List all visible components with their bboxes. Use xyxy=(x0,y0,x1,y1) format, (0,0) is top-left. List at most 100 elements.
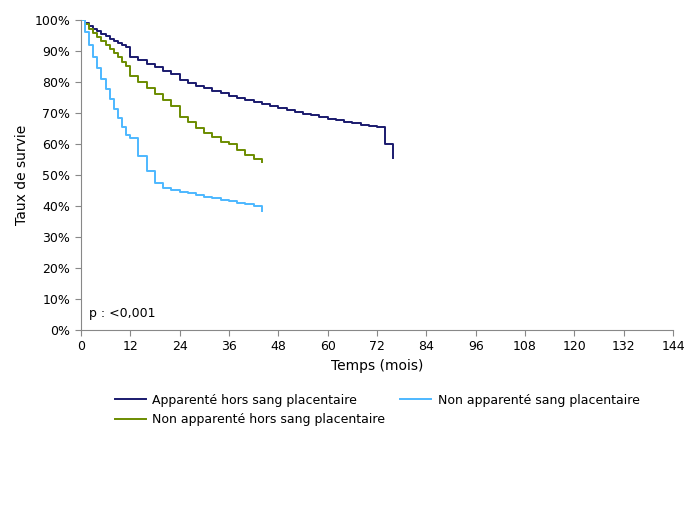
Line: Apparenté hors sang placentaire: Apparenté hors sang placentaire xyxy=(80,20,393,158)
Non apparenté hors sang placentaire xyxy=(76,17,85,23)
Non apparenté hors sang placentaire xyxy=(143,85,151,91)
Apparenté hors sang placentaire xyxy=(315,114,323,120)
Non apparenté sang placentaire xyxy=(150,180,159,186)
Non apparenté sang placentaire xyxy=(93,65,102,71)
Apparenté hors sang placentaire xyxy=(274,105,283,111)
Non apparenté hors sang placentaire xyxy=(150,91,159,97)
Apparenté hors sang placentaire xyxy=(389,155,398,161)
Non apparenté hors sang placentaire xyxy=(97,38,106,44)
Apparenté hors sang placentaire xyxy=(113,40,122,46)
Non apparenté sang placentaire xyxy=(233,200,242,206)
Non apparenté sang placentaire xyxy=(167,186,176,193)
Non apparenté sang placentaire xyxy=(134,153,143,160)
Non apparenté sang placentaire xyxy=(97,76,106,82)
Apparenté hors sang placentaire xyxy=(93,28,102,35)
Non apparenté hors sang placentaire xyxy=(106,46,114,52)
Apparenté hors sang placentaire xyxy=(307,112,316,119)
Non apparenté hors sang placentaire xyxy=(192,124,200,131)
Non apparenté hors sang placentaire xyxy=(118,58,126,65)
Apparenté hors sang placentaire xyxy=(225,93,233,99)
Non apparenté sang placentaire xyxy=(122,131,130,138)
Non apparenté sang placentaire xyxy=(200,193,209,200)
Non apparenté sang placentaire xyxy=(126,135,134,141)
Non apparenté sang placentaire xyxy=(159,185,167,191)
Non apparenté hors sang placentaire xyxy=(134,79,143,85)
Non apparenté sang placentaire xyxy=(183,191,192,197)
Non apparenté hors sang placentaire xyxy=(249,155,258,162)
Apparenté hors sang placentaire xyxy=(118,42,126,48)
Non apparenté sang placentaire xyxy=(89,54,97,60)
Non apparenté hors sang placentaire xyxy=(200,130,209,136)
Apparenté hors sang placentaire xyxy=(80,20,89,26)
Apparenté hors sang placentaire xyxy=(241,97,250,103)
Apparenté hors sang placentaire xyxy=(143,61,151,67)
Non apparenté hors sang placentaire xyxy=(233,147,242,153)
Non apparenté hors sang placentaire xyxy=(80,21,89,27)
Non apparenté sang placentaire xyxy=(110,106,118,112)
Apparenté hors sang placentaire xyxy=(176,77,184,83)
Apparenté hors sang placentaire xyxy=(106,36,114,42)
Apparenté hors sang placentaire xyxy=(258,101,266,108)
Apparenté hors sang placentaire xyxy=(323,116,332,122)
Non apparenté sang placentaire xyxy=(241,201,250,207)
Non apparenté sang placentaire xyxy=(192,192,200,198)
Apparenté hors sang placentaire xyxy=(373,124,382,131)
Non apparenté hors sang placentaire xyxy=(241,152,250,158)
Non apparenté sang placentaire xyxy=(80,29,89,36)
Non apparenté hors sang placentaire xyxy=(183,119,192,125)
Non apparenté hors sang placentaire xyxy=(85,26,93,32)
Apparenté hors sang placentaire xyxy=(183,80,192,86)
Apparenté hors sang placentaire xyxy=(365,123,373,129)
Apparenté hors sang placentaire xyxy=(233,95,242,101)
Non apparenté sang placentaire xyxy=(113,115,122,121)
Apparenté hors sang placentaire xyxy=(249,99,258,106)
Apparenté hors sang placentaire xyxy=(192,82,200,89)
Apparenté hors sang placentaire xyxy=(76,17,85,23)
Apparenté hors sang placentaire xyxy=(216,90,225,96)
Line: Non apparenté hors sang placentaire: Non apparenté hors sang placentaire xyxy=(80,20,262,163)
Apparenté hors sang placentaire xyxy=(159,68,167,74)
Non apparenté hors sang placentaire xyxy=(122,62,130,69)
Non apparenté sang placentaire xyxy=(85,41,93,48)
Non apparenté hors sang placentaire xyxy=(93,34,102,40)
Apparenté hors sang placentaire xyxy=(290,109,299,115)
Non apparenté sang placentaire xyxy=(76,17,85,23)
Non apparenté hors sang placentaire xyxy=(89,29,97,36)
Non apparenté hors sang placentaire xyxy=(102,42,110,48)
Apparenté hors sang placentaire xyxy=(348,120,356,127)
Apparenté hors sang placentaire xyxy=(167,71,176,77)
Apparenté hors sang placentaire xyxy=(89,26,97,32)
Non apparenté sang placentaire xyxy=(118,123,126,130)
Non apparenté sang placentaire xyxy=(209,195,217,201)
Apparenté hors sang placentaire xyxy=(85,23,93,29)
Legend: Apparenté hors sang placentaire, Non apparenté hors sang placentaire, Non appare: Apparenté hors sang placentaire, Non app… xyxy=(110,388,645,431)
Non apparenté hors sang placentaire xyxy=(110,50,118,57)
Apparenté hors sang placentaire xyxy=(299,111,307,117)
Apparenté hors sang placentaire xyxy=(134,57,143,64)
Apparenté hors sang placentaire xyxy=(102,33,110,39)
Non apparenté hors sang placentaire xyxy=(216,139,225,145)
Non apparenté sang placentaire xyxy=(143,167,151,174)
Text: p : <0,001: p : <0,001 xyxy=(89,308,155,320)
Apparenté hors sang placentaire xyxy=(356,122,365,128)
Apparenté hors sang placentaire xyxy=(332,117,340,123)
Non apparenté hors sang placentaire xyxy=(225,141,233,147)
Non apparenté sang placentaire xyxy=(106,96,114,102)
Apparenté hors sang placentaire xyxy=(110,38,118,44)
Apparenté hors sang placentaire xyxy=(282,107,290,113)
Apparenté hors sang placentaire xyxy=(340,119,349,125)
Non apparenté hors sang placentaire xyxy=(113,54,122,60)
Non apparenté hors sang placentaire xyxy=(258,160,266,166)
Non apparenté hors sang placentaire xyxy=(159,97,167,103)
Non apparenté sang placentaire xyxy=(216,196,225,203)
Apparenté hors sang placentaire xyxy=(266,103,274,109)
Apparenté hors sang placentaire xyxy=(200,85,209,91)
Non apparenté sang placentaire xyxy=(176,189,184,195)
Apparenté hors sang placentaire xyxy=(209,88,217,94)
Non apparenté hors sang placentaire xyxy=(126,72,134,79)
Non apparenté hors sang placentaire xyxy=(167,103,176,109)
Non apparenté sang placentaire xyxy=(249,203,258,209)
Y-axis label: Taux de survie: Taux de survie xyxy=(15,125,29,225)
Non apparenté sang placentaire xyxy=(102,86,110,92)
Apparenté hors sang placentaire xyxy=(150,64,159,70)
